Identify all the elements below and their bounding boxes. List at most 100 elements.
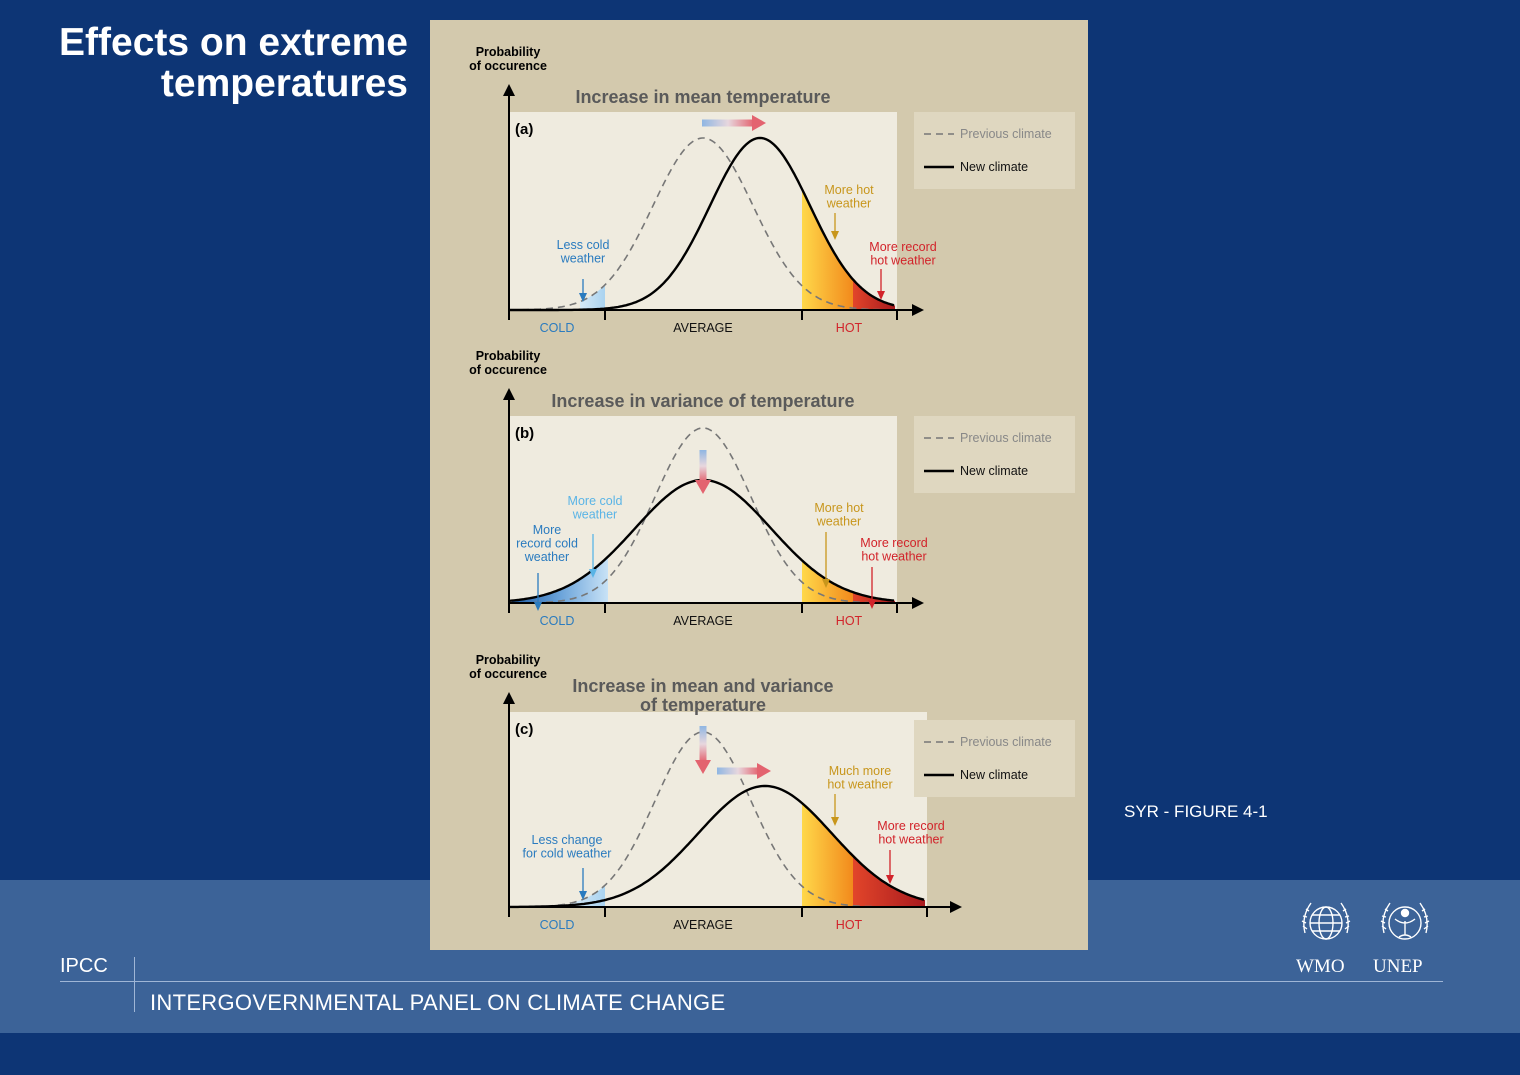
annotation-cold-line-2: record cold xyxy=(516,537,578,551)
annotation-cold-line-2: for cold weather xyxy=(523,847,612,861)
footer-organization: INTERGOVERNMENTAL PANEL ON CLIMATE CHANG… xyxy=(150,990,726,1015)
panel-letter: (a) xyxy=(515,121,533,138)
x-label-average: AVERAGE xyxy=(673,918,733,932)
variance-arrowhead-1 xyxy=(695,760,711,774)
annotation-hot-line-1: More hot xyxy=(814,501,864,515)
x-label-cold: COLD xyxy=(540,614,575,628)
figure-panel: Probability of occurence Increase in mean … xyxy=(430,20,1088,950)
previous-climate-curve xyxy=(510,427,894,604)
y-axis-label-line-2: of occurence xyxy=(469,363,547,377)
annotation-cold-line-2: weather xyxy=(560,252,605,266)
y-axis-arrowhead xyxy=(503,692,515,704)
slide-title: Effects on extreme temperatures xyxy=(59,22,408,105)
legend-box xyxy=(914,112,1075,189)
panel-letter: (c) xyxy=(515,721,533,738)
annotation-record-hot-line-1: More record xyxy=(869,240,936,254)
variance-arrowhead-1 xyxy=(695,480,711,494)
y-axis-label-line-1: Probability xyxy=(476,653,541,667)
annotation-record-hot-line-2: hot weather xyxy=(878,833,943,847)
annotation-arrowhead-record-hot xyxy=(877,291,885,300)
y-axis-arrowhead xyxy=(503,388,515,400)
footer-acronym: IPCC xyxy=(60,955,108,977)
figure-label: SYR - FIGURE 4-1 xyxy=(1124,802,1268,821)
variance-arrow-1 xyxy=(699,726,707,762)
y-axis-label-line-1: Probability xyxy=(476,45,541,59)
x-label-hot: HOT xyxy=(836,321,863,335)
annotation-hot-line-1: More hot xyxy=(824,183,874,197)
annotation-cold-line-1: More xyxy=(533,523,562,537)
x-label-average: AVERAGE xyxy=(673,321,733,335)
mean-shift-arrow-2 xyxy=(717,767,759,775)
unep-logo-label: UNEP xyxy=(1373,956,1423,977)
annotation-arrowhead-record-hot xyxy=(868,600,876,609)
shaded-tail-1 xyxy=(802,803,853,907)
legend-new-label: New climate xyxy=(960,464,1028,478)
variance-arrow-1 xyxy=(699,450,707,482)
annotation-hot-line-2: weather xyxy=(826,197,871,211)
annotation-hot-line-2: weather xyxy=(816,515,861,529)
new-climate-curve xyxy=(510,784,925,909)
annotation-record-hot-line-1: More record xyxy=(860,536,927,550)
x-label-hot: HOT xyxy=(836,614,863,628)
previous-climate-curve xyxy=(510,731,924,908)
annotation-record-hot-line-1: More record xyxy=(877,819,944,833)
x-label-cold: COLD xyxy=(540,321,575,335)
annotation-cold-light-line-1: More cold xyxy=(568,494,623,508)
mean-shift-arrowhead-2 xyxy=(757,763,771,779)
panel-letter: (b) xyxy=(515,425,534,442)
x-label-average: AVERAGE xyxy=(673,614,733,628)
footer-divider xyxy=(60,981,1443,982)
slide-title-line-1: Effects on extreme xyxy=(59,21,408,64)
annotation-hot-line-1: Much more xyxy=(829,764,892,778)
annotation-arrowhead-hot xyxy=(831,817,839,826)
legend-previous-label: Previous climate xyxy=(960,127,1052,141)
annotation-hot-line-2: hot weather xyxy=(827,778,892,792)
previous-climate-curve xyxy=(510,137,894,311)
annotation-arrowhead-hot xyxy=(822,579,830,588)
x-axis-arrowhead xyxy=(912,597,924,609)
x-axis-arrowhead xyxy=(950,901,962,913)
y-axis-label-line-1: Probability xyxy=(476,349,541,363)
slide-title-line-2: temperatures xyxy=(160,62,408,106)
annotation-arrowhead-hot xyxy=(831,231,839,240)
shaded-tail-3 xyxy=(512,556,608,603)
panel-title-line-2: of temperature xyxy=(640,695,766,715)
mean-shift-arrowhead-1 xyxy=(752,115,766,131)
annotation-arrowhead-cold xyxy=(579,293,587,302)
panel-title-line-1: Increase in variance of temperature xyxy=(551,391,854,411)
plot-background xyxy=(509,416,897,603)
annotation-arrowhead-cold xyxy=(579,891,587,900)
legend-box xyxy=(914,416,1075,493)
y-axis-arrowhead xyxy=(503,84,515,96)
legend-new-label: New climate xyxy=(960,768,1028,782)
panel-title-line-1: Increase in mean and variance xyxy=(572,676,833,696)
legend-new-label: New climate xyxy=(960,160,1028,174)
x-axis-arrowhead xyxy=(912,304,924,316)
y-axis-label-line-2: of occurence xyxy=(469,59,547,73)
annotation-cold-line-1: Less change xyxy=(532,833,603,847)
mean-shift-arrow-1 xyxy=(702,119,754,127)
annotation-cold-line-3: weather xyxy=(524,550,569,564)
annotation-arrowhead-cold-light xyxy=(589,569,597,578)
panel-title-line-1: Increase in mean temperature xyxy=(575,87,830,107)
annotation-record-hot-line-2: hot weather xyxy=(861,550,926,564)
legend-box xyxy=(914,720,1075,797)
shaded-tail-1 xyxy=(802,189,853,310)
unep-logo-icon xyxy=(1380,902,1430,940)
shaded-tail-3 xyxy=(580,284,605,310)
x-label-cold: COLD xyxy=(540,918,575,932)
wmo-logo-icon xyxy=(1301,902,1351,940)
annotation-record-hot-line-2: hot weather xyxy=(870,254,935,268)
annotation-cold-light-line-2: weather xyxy=(572,508,617,522)
legend-previous-label: Previous climate xyxy=(960,431,1052,445)
annotation-arrowhead-record-hot xyxy=(886,875,894,884)
annotation-arrowhead-cold xyxy=(534,602,542,611)
y-axis-label-line-2: of occurence xyxy=(469,667,547,681)
x-label-hot: HOT xyxy=(836,918,863,932)
legend-previous-label: Previous climate xyxy=(960,735,1052,749)
annotation-cold-line-1: Less cold xyxy=(557,238,610,252)
